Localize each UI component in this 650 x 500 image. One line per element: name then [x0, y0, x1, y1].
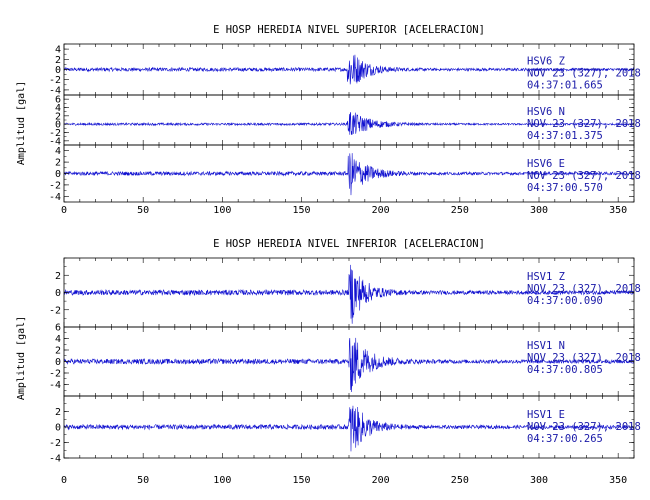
- x-tick-label: 350: [609, 205, 627, 216]
- x-tick-label: 200: [372, 205, 390, 216]
- y-tick-label: -2: [49, 438, 61, 449]
- station-label: HSV1 E: [527, 409, 565, 421]
- y-tick-label: -2: [49, 128, 61, 139]
- y-tick-label: -4: [49, 136, 61, 147]
- date-label: NOV 23 (327), 2018: [527, 283, 641, 295]
- y-tick-label: -2: [49, 369, 61, 380]
- time-label: 04:37:00.570: [527, 182, 603, 194]
- y-tick-label: 2: [55, 55, 61, 66]
- x-tick-label: 300: [530, 475, 548, 486]
- y-tick-label: 6: [55, 95, 61, 106]
- seismic-trace: [63, 153, 635, 196]
- x-tick-label: 100: [213, 475, 231, 486]
- y-tick-label: 0: [55, 288, 61, 299]
- y-tick-label: -4: [49, 380, 61, 391]
- y-tick-label: 4: [55, 334, 61, 345]
- x-tick-label: 150: [292, 205, 310, 216]
- y-tick-label: 2: [55, 407, 61, 418]
- y-tick-label: -4: [49, 192, 61, 203]
- station-label: HSV1 Z: [527, 271, 565, 283]
- station-label: HSV1 N: [527, 340, 565, 352]
- y-tick-label: -4: [49, 85, 61, 96]
- seismic-trace: [63, 264, 635, 324]
- chart-1: E HOSP HEREDIA NIVEL SUPERIOR [ACELERACI…: [16, 24, 641, 216]
- seismic-trace: [63, 112, 635, 135]
- y-tick-label: 4: [55, 45, 61, 56]
- y-tick-label: -2: [49, 305, 61, 316]
- y-tick-label: 2: [55, 158, 61, 169]
- date-label: NOV 23 (327), 2018: [527, 118, 641, 130]
- y-tick-label: 2: [55, 271, 61, 282]
- y-tick-label: 4: [55, 103, 61, 114]
- y-tick-label: 6: [55, 323, 61, 334]
- chart-title: E HOSP HEREDIA NIVEL SUPERIOR [ACELERACI…: [213, 24, 485, 36]
- time-label: 04:37:00.265: [527, 433, 603, 445]
- x-tick-label: 200: [372, 475, 390, 486]
- date-label: NOV 23 (327), 2018: [527, 170, 641, 182]
- x-tick-label: 0: [61, 205, 67, 216]
- x-tick-label: 0: [61, 475, 67, 486]
- y-tick-label: -4: [49, 454, 61, 465]
- y-tick-label: -2: [49, 75, 61, 86]
- x-tick-label: 250: [451, 475, 469, 486]
- y-tick-label: 2: [55, 346, 61, 357]
- y-tick-label: 0: [55, 357, 61, 368]
- x-tick-label: 150: [292, 475, 310, 486]
- seismic-trace: [63, 405, 635, 452]
- chart-2: E HOSP HEREDIA NIVEL INFERIOR [ACELERACI…: [16, 238, 641, 486]
- y-tick-label: 4: [55, 146, 61, 157]
- x-tick-label: 300: [530, 205, 548, 216]
- x-tick-label: 350: [609, 475, 627, 486]
- y-axis-label: Amplitud [gal]: [16, 81, 27, 165]
- time-label: 04:37:00.805: [527, 364, 603, 376]
- station-label: HSV6 E: [527, 158, 565, 170]
- y-tick-label: 0: [55, 120, 61, 131]
- y-tick-label: 0: [55, 423, 61, 434]
- y-tick-label: -2: [49, 180, 61, 191]
- y-tick-label: 2: [55, 111, 61, 122]
- x-tick-label: 50: [137, 205, 149, 216]
- station-label: HSV6 Z: [527, 55, 565, 67]
- time-label: 04:37:01.665: [527, 79, 603, 91]
- date-label: NOV 23 (327), 2018: [527, 67, 641, 79]
- time-label: 04:37:01.375: [527, 130, 603, 142]
- x-tick-label: 50: [137, 475, 149, 486]
- date-label: NOV 23 (327), 2018: [527, 352, 641, 364]
- seismic-trace: [63, 54, 635, 85]
- x-tick-label: 250: [451, 205, 469, 216]
- chart-title: E HOSP HEREDIA NIVEL INFERIOR [ACELERACI…: [213, 238, 485, 250]
- date-label: NOV 23 (327), 2018: [527, 421, 641, 433]
- y-tick-label: 0: [55, 65, 61, 76]
- station-label: HSV6 N: [527, 106, 565, 118]
- y-tick-label: 0: [55, 169, 61, 180]
- seismic-trace: [63, 337, 635, 392]
- y-axis-label: Amplitud [gal]: [16, 316, 27, 400]
- time-label: 04:37:00.090: [527, 295, 603, 307]
- x-tick-label: 100: [213, 205, 231, 216]
